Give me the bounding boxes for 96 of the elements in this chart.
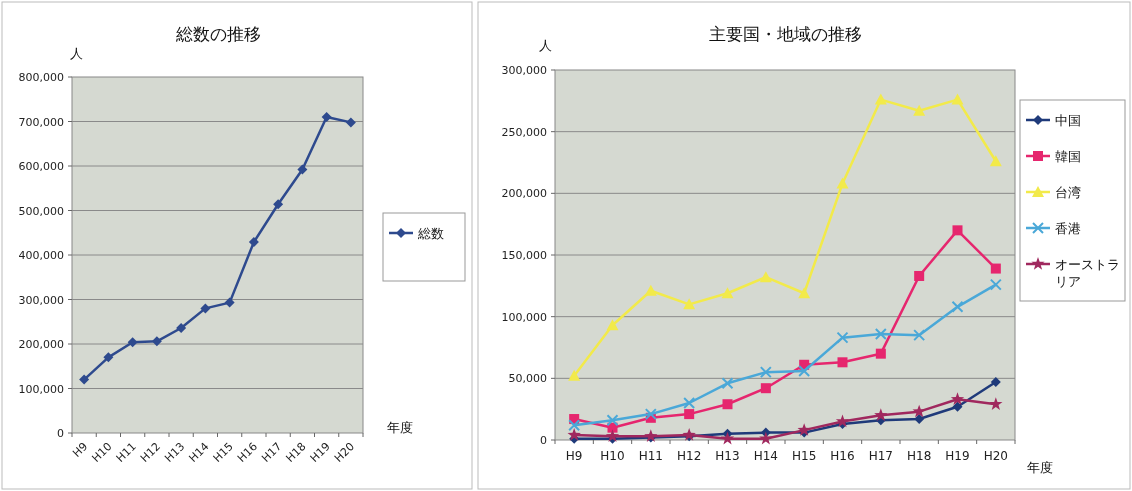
x-tick-label: H16 (830, 449, 855, 463)
y-tick-label: 400,000 (18, 249, 64, 262)
x-tick-label: H14 (753, 449, 778, 463)
y-tick-label: 0 (57, 427, 64, 440)
point (720, 431, 735, 445)
point (874, 408, 888, 421)
x-tick-label: H9 (70, 439, 91, 460)
point (273, 199, 284, 210)
x-axis-title: 年度 (1027, 460, 1053, 475)
point (644, 408, 657, 421)
point (127, 337, 138, 348)
y-tick-label: 200,000 (501, 187, 547, 201)
point (836, 177, 849, 189)
chart-title: 総数の推移 (174, 24, 261, 44)
point (950, 392, 965, 405)
point (913, 329, 926, 342)
y-tick-label: 300,000 (18, 293, 64, 307)
y-tick-label: 0 (540, 434, 547, 447)
point (989, 278, 1002, 291)
point (990, 263, 1001, 274)
y-tick-label: 600,000 (18, 160, 64, 173)
x-tick-label: H17 (868, 449, 893, 463)
x-tick-label: H13 (715, 449, 740, 463)
y-tick-label: 50,000 (508, 372, 547, 386)
x-tick-label: H18 (907, 449, 932, 463)
point (912, 404, 926, 418)
point (952, 225, 963, 236)
point (759, 366, 772, 379)
point (568, 369, 581, 381)
point (836, 331, 849, 344)
point (721, 287, 734, 299)
point (176, 322, 187, 333)
y-tick-label: 700,000 (18, 115, 64, 129)
point (683, 397, 696, 409)
point (103, 352, 114, 363)
point (914, 270, 925, 281)
legend-label: 総数 (417, 226, 444, 241)
point (567, 428, 581, 441)
y-tick-label: 250,000 (501, 125, 547, 139)
point (798, 287, 811, 299)
point (606, 319, 619, 331)
point (835, 414, 850, 428)
x-tick-label: H11 (638, 449, 663, 463)
point (874, 327, 887, 340)
x-tick-label: H15 (792, 449, 817, 463)
point (989, 155, 1002, 167)
point (952, 401, 963, 412)
point (605, 429, 620, 442)
y-axis-title: 人 (69, 46, 83, 61)
point (568, 419, 581, 432)
point (297, 164, 308, 175)
point (722, 399, 733, 410)
point (760, 383, 771, 394)
x-tick-label: H19 (945, 449, 970, 463)
point (345, 117, 356, 128)
point (874, 93, 887, 105)
x-tick-label: H20 (983, 449, 1008, 463)
y-tick-label: 150,000 (501, 249, 547, 262)
point (721, 377, 734, 390)
x-tick-label: H12 (677, 449, 702, 463)
point (913, 104, 926, 116)
point (951, 93, 964, 105)
x-axis-title: 年度 (387, 420, 413, 435)
point (990, 377, 1001, 388)
point (248, 237, 259, 248)
point (224, 297, 235, 308)
legend-label: 中国 (1055, 113, 1081, 128)
point (759, 271, 772, 283)
legend-label: オーストラリア (1055, 257, 1120, 289)
y-tick-label: 100,000 (18, 382, 64, 396)
point (606, 414, 619, 427)
point (798, 364, 811, 377)
point (837, 357, 848, 368)
point (321, 112, 332, 123)
point (914, 414, 925, 425)
legend-label: 香港 (1055, 221, 1081, 236)
legend-label: 韓国 (1055, 149, 1081, 164)
point (151, 336, 162, 347)
point (951, 300, 964, 313)
point (875, 348, 886, 359)
y-tick-label: 500,000 (18, 204, 64, 218)
chart-title: 主要国・地域の推移 (708, 24, 862, 44)
x-tick-label: H10 (600, 449, 625, 463)
y-tick-label: 300,000 (501, 64, 547, 77)
y-tick-label: 800,000 (18, 71, 64, 84)
y-tick-label: 200,000 (18, 338, 64, 351)
point (797, 423, 811, 436)
point (200, 303, 211, 314)
y-axis-title: 人 (538, 38, 552, 53)
y-tick-label: 100,000 (501, 310, 547, 324)
point (989, 397, 1003, 410)
point (683, 298, 696, 310)
legend-label: 台湾 (1055, 185, 1081, 200)
point (79, 374, 90, 385)
point (684, 409, 695, 420)
x-tick-label: H9 (565, 449, 583, 463)
